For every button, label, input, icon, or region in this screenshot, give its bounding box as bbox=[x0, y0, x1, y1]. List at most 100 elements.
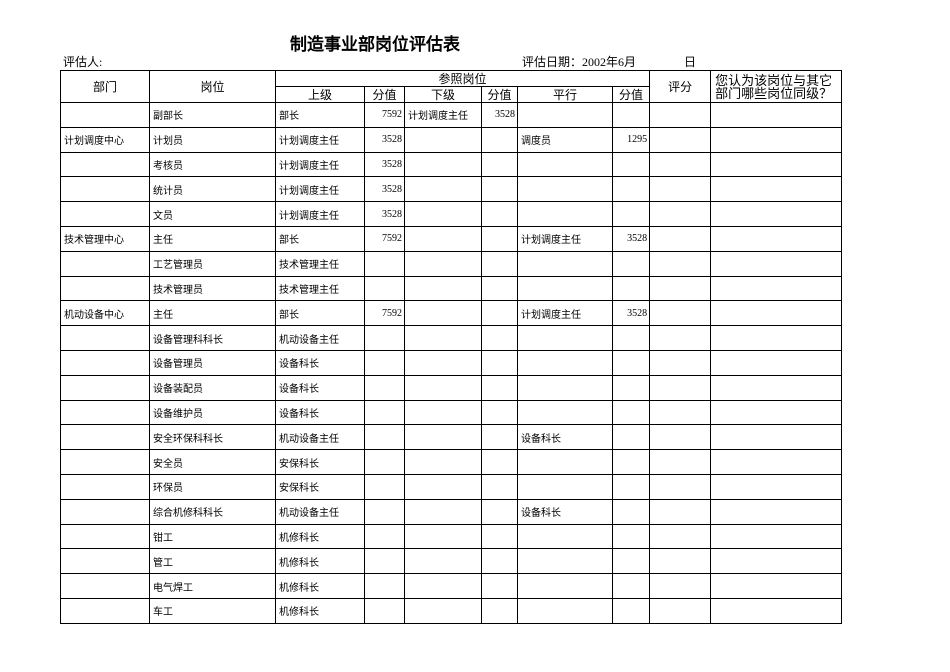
table-cell bbox=[404, 548, 482, 575]
table-cell bbox=[649, 374, 712, 401]
table-cell bbox=[364, 473, 405, 500]
table-cell: 安全环保科科长 bbox=[149, 424, 276, 451]
table-cell: 部长 bbox=[275, 102, 365, 128]
table-cell: 计划调度主任 bbox=[275, 126, 365, 153]
table-cell bbox=[364, 548, 405, 575]
table-cell bbox=[60, 349, 150, 376]
header-cell: 岗位 bbox=[149, 70, 276, 103]
table-cell bbox=[364, 399, 405, 426]
table-cell: 计划调度主任 bbox=[275, 151, 365, 178]
header-cell: 分值 bbox=[611, 86, 651, 103]
table-cell bbox=[649, 399, 712, 426]
table-cell: 设备管理科科长 bbox=[149, 325, 276, 351]
header-cell: 参照岗位 bbox=[274, 70, 651, 87]
table-cell bbox=[404, 473, 482, 500]
table-cell bbox=[649, 424, 712, 451]
table-cell: 技术管理中心 bbox=[60, 225, 150, 252]
table-cell bbox=[481, 399, 518, 426]
table-cell bbox=[364, 498, 405, 525]
header-cell: 评分 bbox=[649, 70, 712, 103]
table-cell: 计划调度主任 bbox=[275, 201, 365, 227]
table-cell bbox=[481, 473, 518, 500]
table-cell bbox=[611, 349, 651, 376]
table-cell: 设备科长 bbox=[275, 349, 365, 376]
table-cell bbox=[481, 424, 518, 451]
table-row: 工艺管理员 技术管理主任 bbox=[60, 250, 843, 277]
table-cell: 电气焊工 bbox=[149, 573, 276, 599]
header-cell: 分值 bbox=[364, 86, 405, 103]
table-cell: 3528 bbox=[611, 225, 651, 252]
table-cell bbox=[710, 176, 843, 203]
table-cell: 技术管理主任 bbox=[275, 275, 365, 302]
table-cell bbox=[649, 325, 712, 351]
table-cell bbox=[481, 250, 518, 277]
table-cell bbox=[404, 325, 482, 351]
table-cell: 计划调度主任 bbox=[404, 102, 482, 128]
table-cell bbox=[611, 176, 651, 203]
table-cell: 7592 bbox=[364, 102, 405, 128]
table-row: 设备管理科科长 机动设备主任 bbox=[60, 325, 843, 351]
table-row: 钳工 机修科长 bbox=[60, 523, 843, 550]
table-cell: 机修科长 bbox=[275, 597, 365, 624]
table-cell: 计划员 bbox=[149, 126, 276, 153]
table-cell bbox=[517, 151, 613, 178]
table-cell: 3528 bbox=[364, 176, 405, 203]
table-cell bbox=[649, 597, 712, 624]
table-cell bbox=[60, 449, 150, 475]
table-row: 设备装配员 设备科长 bbox=[60, 374, 843, 401]
table-cell bbox=[60, 325, 150, 351]
table-cell bbox=[517, 275, 613, 302]
table-cell: 计划调度主任 bbox=[275, 176, 365, 203]
table-cell bbox=[649, 349, 712, 376]
header-cell: 下级 bbox=[404, 86, 482, 103]
table-cell bbox=[404, 275, 482, 302]
table-cell bbox=[649, 449, 712, 475]
table-cell bbox=[710, 126, 843, 153]
table-cell bbox=[481, 151, 518, 178]
table-cell bbox=[517, 473, 613, 500]
table-cell bbox=[649, 548, 712, 575]
table-row: 副部长 部长 7592 计划调度主任 3528 bbox=[60, 102, 843, 128]
table-cell: 设备科长 bbox=[275, 374, 365, 401]
table-cell bbox=[710, 548, 843, 575]
table-row: 技术管理员 技术管理主任 bbox=[60, 275, 843, 302]
table-cell bbox=[611, 573, 651, 599]
table-cell bbox=[517, 102, 613, 128]
table-row: 车工 机修科长 bbox=[60, 597, 843, 624]
table-cell: 考核员 bbox=[149, 151, 276, 178]
table-cell bbox=[611, 548, 651, 575]
table-cell bbox=[404, 176, 482, 203]
table-cell bbox=[404, 597, 482, 624]
table-cell bbox=[364, 424, 405, 451]
table-cell bbox=[710, 374, 843, 401]
table-cell bbox=[649, 102, 712, 128]
table-cell: 机动设备主任 bbox=[275, 325, 365, 351]
table-cell: 设备科长 bbox=[517, 498, 613, 525]
table-cell bbox=[404, 300, 482, 327]
table-cell: 机修科长 bbox=[275, 548, 365, 575]
table-cell bbox=[404, 126, 482, 153]
table-cell bbox=[517, 523, 613, 550]
table-cell bbox=[364, 374, 405, 401]
table-cell bbox=[710, 523, 843, 550]
table-cell bbox=[611, 498, 651, 525]
table-cell bbox=[710, 498, 843, 525]
table-cell bbox=[611, 374, 651, 401]
table-cell bbox=[649, 225, 712, 252]
table-cell bbox=[364, 250, 405, 277]
table-cell bbox=[710, 473, 843, 500]
table-cell: 安保科长 bbox=[275, 473, 365, 500]
table-cell: 3528 bbox=[611, 300, 651, 327]
table-cell: 主任 bbox=[149, 225, 276, 252]
table-cell: 安保科长 bbox=[275, 449, 365, 475]
table-cell: 机动设备主任 bbox=[275, 498, 365, 525]
table-cell bbox=[481, 201, 518, 227]
table-cell bbox=[517, 176, 613, 203]
table-cell bbox=[60, 374, 150, 401]
table-cell: 安全员 bbox=[149, 449, 276, 475]
table-row: 计划调度中心 计划员 计划调度主任 3528 调度员 1295 bbox=[60, 126, 843, 153]
table-cell: 设备管理员 bbox=[149, 349, 276, 376]
table-cell bbox=[404, 523, 482, 550]
table-cell: 7592 bbox=[364, 300, 405, 327]
table-cell bbox=[60, 399, 150, 426]
